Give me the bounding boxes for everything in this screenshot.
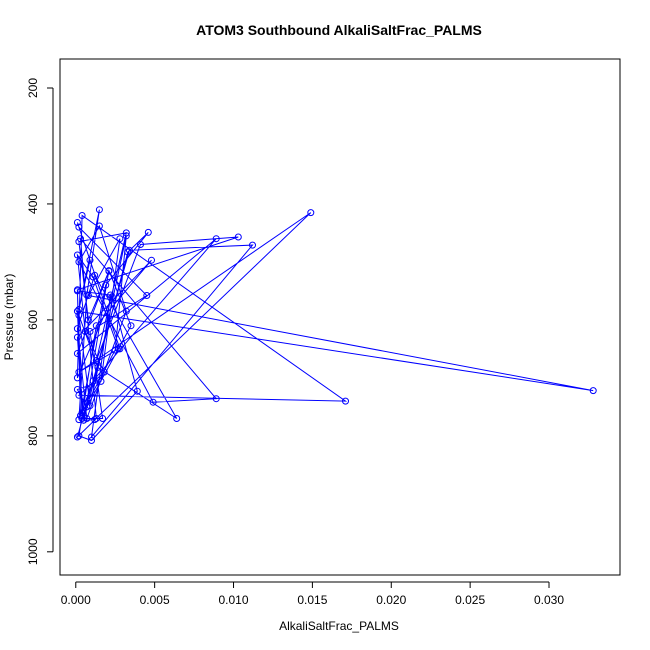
- data-point: [83, 415, 91, 422]
- x-tick-label: 0.005: [140, 593, 170, 607]
- data-point: [88, 433, 95, 441]
- data-point: [111, 346, 119, 354]
- series-line: [76, 209, 594, 442]
- data-point: [133, 387, 141, 395]
- data-point: [73, 307, 81, 315]
- data-point: [589, 387, 597, 395]
- data-point: [73, 433, 81, 441]
- data-point: [86, 256, 94, 264]
- series-blue: [76, 209, 594, 442]
- data-point: [342, 397, 349, 405]
- data-point: [127, 322, 135, 330]
- data-point: [100, 368, 108, 376]
- data-point: [75, 258, 83, 266]
- data-point: [99, 415, 107, 422]
- data-point: [73, 386, 81, 393]
- data-point: [249, 241, 256, 249]
- x-tick-label: 0.030: [534, 593, 564, 607]
- data-point: [89, 273, 97, 281]
- data-point: [83, 403, 91, 411]
- x-axis-label: AlkaliSaltFrac_PALMS: [279, 619, 399, 633]
- data-point: [78, 415, 86, 422]
- data-point: [88, 437, 95, 444]
- x-tick-label: 0.025: [455, 593, 485, 607]
- data-point: [89, 377, 97, 385]
- y-tick-label: 200: [26, 78, 40, 98]
- data-point: [122, 232, 130, 240]
- y-axis-label: Pressure (mbar): [2, 274, 16, 361]
- y-axis: 200 400 600 800 1000: [26, 78, 54, 565]
- data-point: [84, 292, 92, 299]
- data-point: [92, 357, 100, 364]
- data-point: [75, 432, 83, 440]
- data-point: [73, 325, 81, 333]
- data-point: [95, 206, 103, 214]
- data-point: [73, 251, 81, 259]
- x-tick-label: 0.010: [219, 593, 249, 607]
- y-tick-label: 400: [26, 194, 40, 214]
- data-point: [144, 228, 152, 236]
- data-point: [86, 402, 94, 410]
- data-point: [73, 350, 81, 357]
- data-point: [97, 377, 105, 385]
- data-point: [77, 235, 84, 243]
- data-point: [212, 395, 220, 403]
- data-point: [73, 333, 81, 341]
- data-point: [92, 322, 100, 330]
- data-point: [78, 212, 86, 219]
- data-point: [108, 293, 116, 301]
- data-point: [116, 235, 124, 243]
- chart-title: ATOM3 Southbound AlkaliSaltFrac_PALMS: [196, 22, 482, 38]
- data-point: [107, 291, 114, 299]
- x-tick-label: 0.020: [376, 593, 406, 607]
- y-tick-label: 1000: [26, 538, 40, 565]
- data-point: [81, 328, 89, 335]
- data-point: [143, 292, 151, 299]
- data-point: [75, 311, 83, 319]
- data-point: [212, 235, 220, 243]
- data-point: [149, 398, 157, 406]
- data-point: [73, 374, 81, 382]
- x-axis: 0.000 0.005 0.010 0.015 0.020 0.025 0.030: [61, 581, 564, 607]
- data-point: [91, 271, 99, 279]
- data-point: [84, 316, 92, 324]
- data-point: [75, 416, 83, 424]
- data-point: [148, 256, 155, 264]
- data-point: [137, 241, 144, 248]
- data-point: [116, 345, 124, 353]
- x-tick-label: 0.015: [297, 593, 327, 607]
- data-point: [73, 219, 81, 226]
- x-tick-label: 0.000: [61, 593, 91, 607]
- y-tick-label: 600: [26, 310, 40, 330]
- data-point: [125, 246, 133, 254]
- data-point: [122, 229, 130, 237]
- data-point: [75, 223, 83, 231]
- y-tick-label: 800: [26, 426, 40, 446]
- data-point: [73, 287, 81, 295]
- data-point: [307, 209, 315, 217]
- data-point: [122, 307, 130, 315]
- data-point: [86, 328, 94, 335]
- data-point: [94, 363, 102, 371]
- data-point: [95, 222, 103, 230]
- data-point: [105, 267, 113, 275]
- data-point: [124, 248, 132, 256]
- data-points: [73, 206, 597, 444]
- plot-frame: [59, 58, 621, 576]
- data-point: [173, 415, 181, 422]
- data-point: [102, 281, 110, 289]
- data-point: [91, 416, 99, 424]
- data-point: [234, 233, 242, 241]
